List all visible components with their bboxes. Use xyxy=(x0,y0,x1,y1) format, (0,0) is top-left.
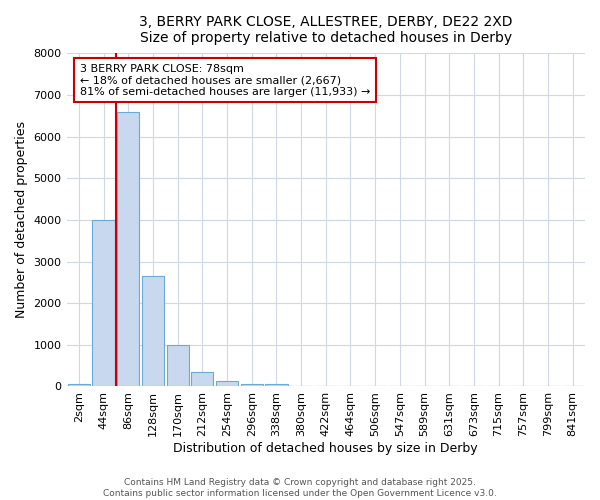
Bar xyxy=(265,384,287,386)
Bar xyxy=(216,381,238,386)
Bar xyxy=(68,384,90,386)
Bar xyxy=(92,220,115,386)
Title: 3, BERRY PARK CLOSE, ALLESTREE, DERBY, DE22 2XD
Size of property relative to det: 3, BERRY PARK CLOSE, ALLESTREE, DERBY, D… xyxy=(139,15,512,45)
Text: 3 BERRY PARK CLOSE: 78sqm
← 18% of detached houses are smaller (2,667)
81% of se: 3 BERRY PARK CLOSE: 78sqm ← 18% of detac… xyxy=(80,64,370,97)
Text: Contains HM Land Registry data © Crown copyright and database right 2025.
Contai: Contains HM Land Registry data © Crown c… xyxy=(103,478,497,498)
Bar xyxy=(117,112,139,386)
Bar xyxy=(191,372,214,386)
Y-axis label: Number of detached properties: Number of detached properties xyxy=(15,122,28,318)
Bar xyxy=(142,276,164,386)
X-axis label: Distribution of detached houses by size in Derby: Distribution of detached houses by size … xyxy=(173,442,478,455)
Bar xyxy=(241,384,263,386)
Bar xyxy=(167,345,189,387)
